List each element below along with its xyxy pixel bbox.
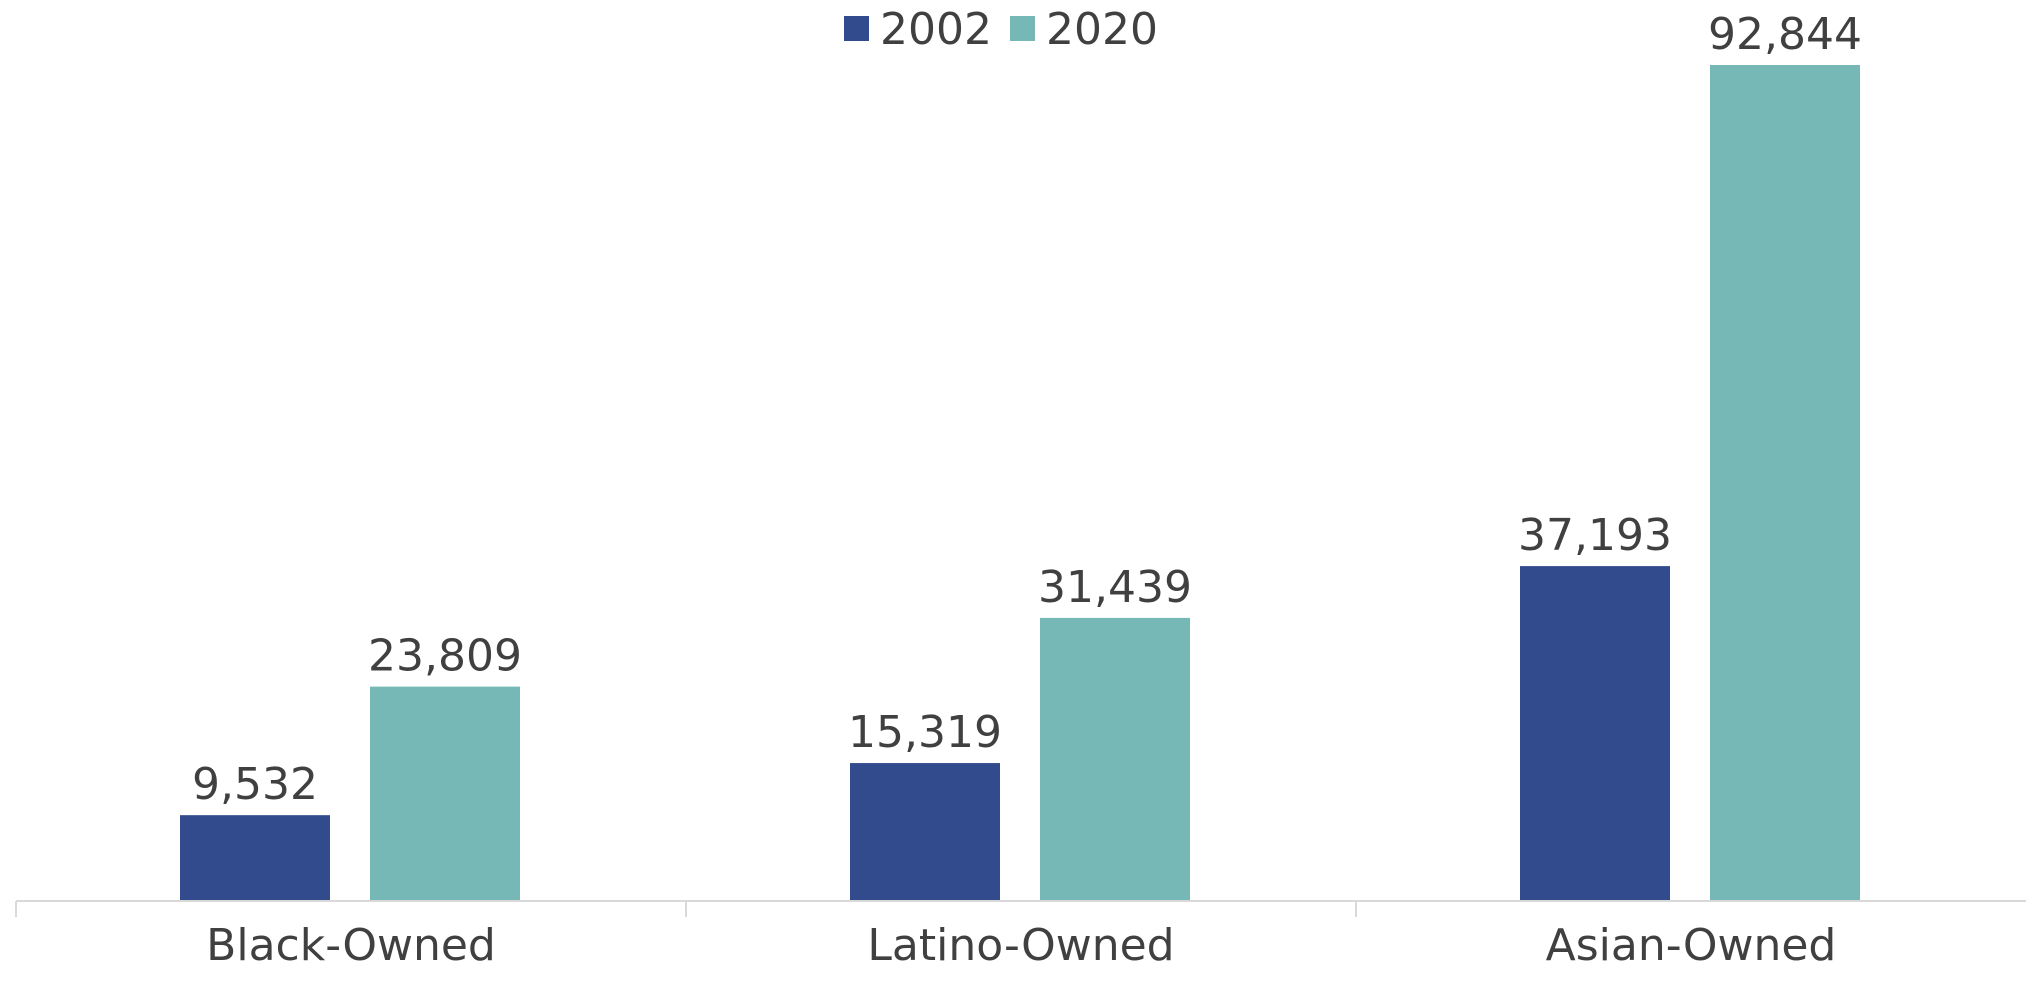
data-label-2002-latino-owned: 15,319: [848, 707, 1002, 758]
legend-swatch-2002: [844, 16, 869, 41]
category-label-asian-owned: Asian-Owned: [1546, 920, 1837, 971]
bar-2020-black-owned: [370, 686, 520, 901]
legend-label-2002: 2002: [880, 4, 992, 55]
legend-label-2020: 2020: [1046, 4, 1158, 55]
bar-2002-black-owned: [180, 815, 330, 901]
data-label-2020-black-owned: 23,809: [368, 631, 522, 682]
data-label-2020-asian-owned: 92,844: [1708, 9, 1862, 60]
data-label-2002-black-owned: 9,532: [192, 759, 318, 810]
category-label-black-owned: Black-Owned: [206, 920, 496, 971]
bar-2020-latino-owned: [1040, 617, 1190, 901]
data-label-2020-latino-owned: 31,439: [1038, 562, 1192, 613]
bar-2020-asian-owned: [1710, 65, 1860, 901]
category-label-latino-owned: Latino-Owned: [867, 920, 1174, 971]
x-axis: Black-Owned Latino-Owned Asian-Owned: [15, 900, 2026, 971]
legend-swatch-2020: [1010, 16, 1035, 41]
bar-2002-asian-owned: [1520, 566, 1670, 901]
legend: 2002 2020: [844, 4, 1158, 55]
data-labels: 9,532 23,809 15,319 31,439 37,193 92,844: [192, 9, 1862, 810]
data-label-2002-asian-owned: 37,193: [1518, 510, 1672, 561]
bar-2002-latino-owned: [850, 763, 1000, 901]
bars: [180, 65, 1860, 901]
